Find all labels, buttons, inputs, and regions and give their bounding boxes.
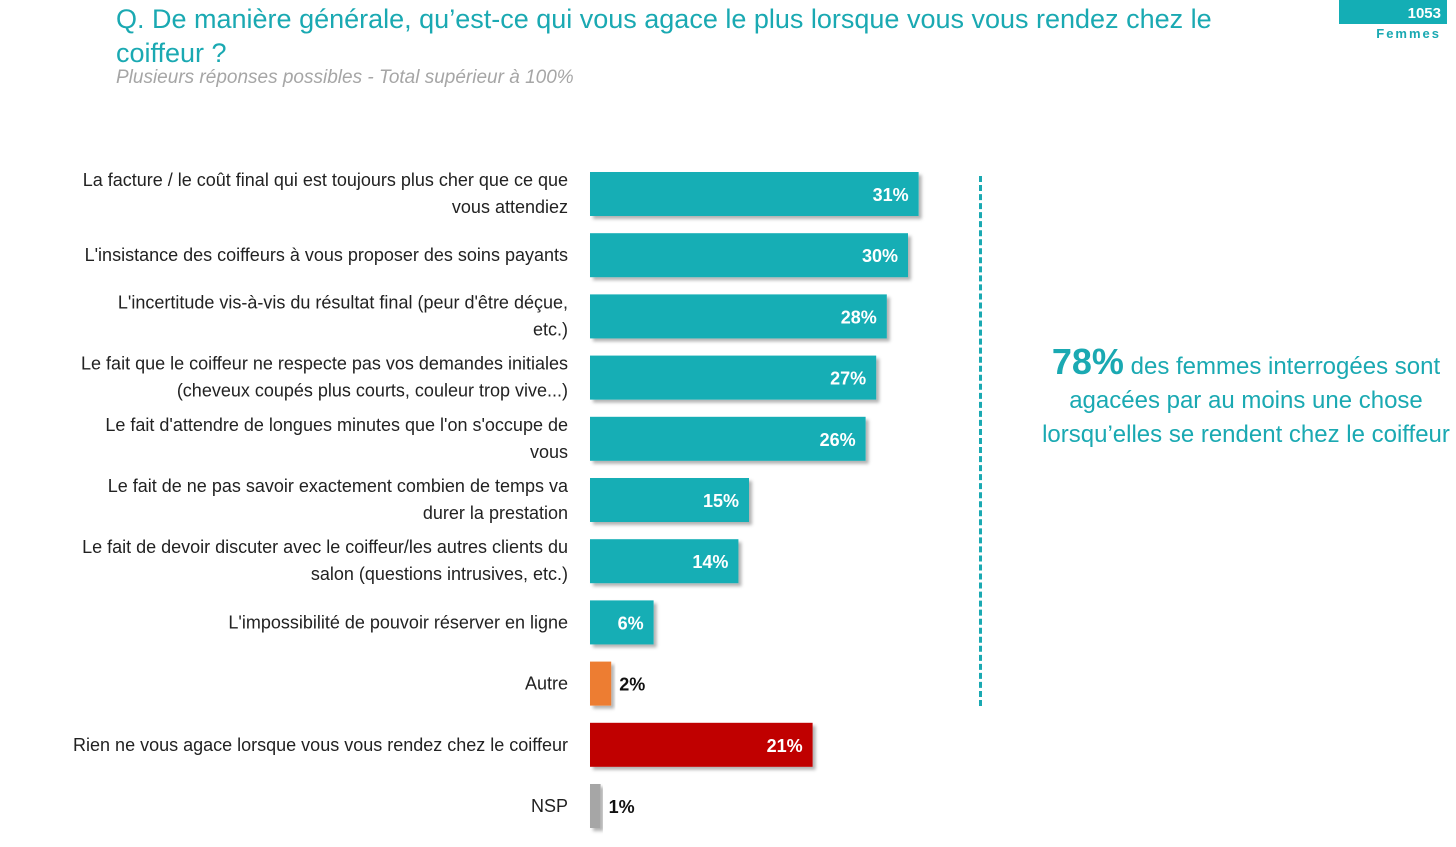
value-label-3: 27% bbox=[830, 369, 866, 389]
bar-10 bbox=[590, 784, 601, 828]
category-label-9: Rien ne vous agace lorsque vous vous ren… bbox=[73, 735, 568, 755]
value-label-5: 15% bbox=[703, 491, 739, 511]
bar-9 bbox=[590, 722, 813, 767]
bar-4 bbox=[590, 416, 866, 461]
value-label-0: 31% bbox=[873, 185, 909, 205]
bar-6 bbox=[590, 539, 739, 584]
chart-title: Q. De manière générale, qu’est-ce qui vo… bbox=[116, 4, 1212, 68]
value-label-9: 21% bbox=[767, 736, 803, 756]
dashed-divider bbox=[979, 176, 982, 706]
callout-percent: 78% bbox=[1051, 341, 1124, 382]
bar-2 bbox=[590, 294, 887, 339]
category-label-8: Autre bbox=[525, 674, 568, 694]
bar-1 bbox=[590, 233, 908, 278]
value-label-6: 14% bbox=[692, 552, 728, 572]
sample-count-badge: 1053 bbox=[1339, 0, 1447, 24]
category-label-0: La facture / le coût final qui est toujo… bbox=[83, 170, 568, 217]
bar-3 bbox=[590, 355, 877, 400]
callout-text: des femmes interrogées sont agacées par … bbox=[1042, 353, 1450, 448]
category-label-10: NSP bbox=[531, 796, 568, 816]
value-label-2: 28% bbox=[841, 307, 877, 327]
category-label-5: Le fait de ne pas savoir exactement comb… bbox=[108, 476, 569, 523]
category-label-1: L'insistance des coiffeurs à vous propos… bbox=[85, 245, 568, 265]
bar-0 bbox=[590, 172, 919, 216]
value-label-4: 26% bbox=[820, 430, 856, 450]
value-label-10: 1% bbox=[609, 797, 635, 817]
category-label-3: Le fait que le coiffeur ne respecte pas … bbox=[81, 354, 568, 401]
chart-subtitle: Plusieurs réponses possibles - Total sup… bbox=[116, 67, 574, 88]
value-label-7: 6% bbox=[618, 613, 644, 633]
bar-5 bbox=[590, 478, 749, 522]
sample-label: Femmes bbox=[1376, 26, 1441, 41]
callout-box: 78% des femmes interrogées sont agacées … bbox=[1040, 344, 1452, 452]
category-label-7: L'impossibilité de pouvoir réserver en l… bbox=[228, 612, 568, 632]
value-label-1: 30% bbox=[862, 246, 898, 266]
value-label-8: 2% bbox=[619, 675, 645, 695]
category-label-4: Le fait d'attendre de longues minutes qu… bbox=[105, 415, 568, 462]
bar-chart: 31% La facture / le coût final qui est to… bbox=[73, 170, 919, 828]
category-label-6: Le fait de devoir discuter avec le coiff… bbox=[82, 537, 568, 584]
bar-7 bbox=[590, 600, 654, 645]
bar-8 bbox=[590, 661, 612, 706]
category-label-2: L'incertitude vis-à-vis du résultat fina… bbox=[118, 292, 568, 339]
